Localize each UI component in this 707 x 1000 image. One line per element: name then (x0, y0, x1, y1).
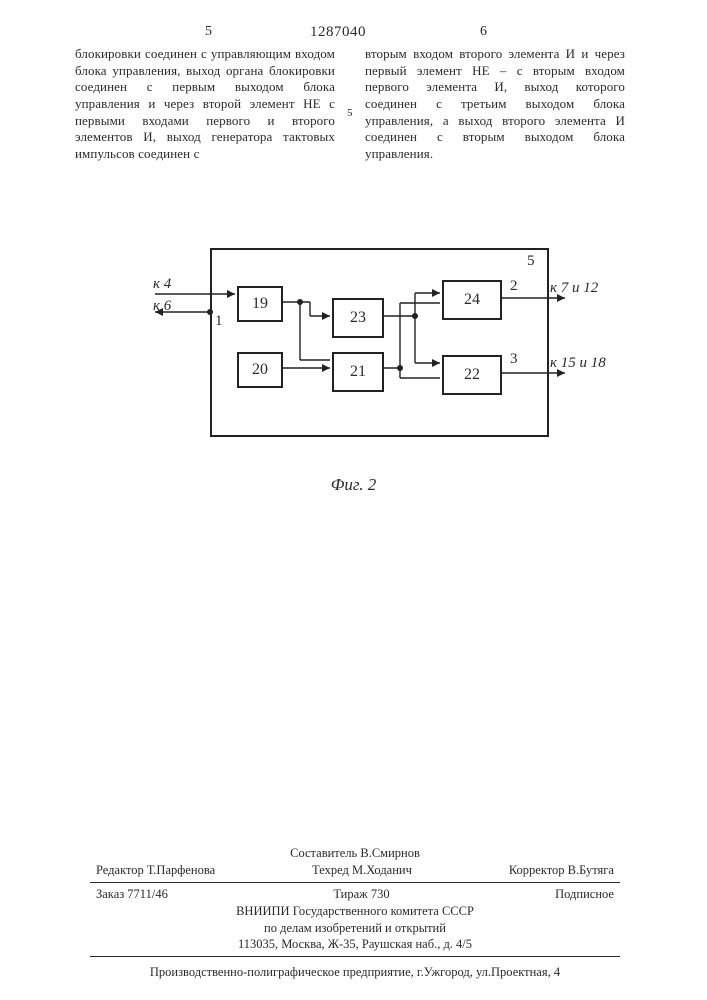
label-pin-3: 3 (510, 351, 518, 368)
divider-2 (90, 956, 620, 957)
press-line: Производственно-полиграфическое предприя… (55, 965, 655, 980)
tech-editor: Техред М.Ходанич (312, 862, 412, 879)
corrector: Корректор В.Бутяга (509, 862, 614, 879)
label-k7-12: к 7 и 12 (550, 280, 598, 297)
block-diagram: 19 20 23 21 24 22 (155, 238, 565, 453)
text-column-left: блокировки соединен с управляющим входом… (75, 46, 335, 162)
label-pin-1: 1 (215, 313, 223, 330)
margin-line-number: 5 (347, 107, 353, 119)
colophon: Составитель В.Смирнов Редактор Т.Парфено… (90, 845, 620, 960)
print-row: Заказ 7711/46 Тираж 730 Подписное (90, 886, 620, 903)
figure-caption: Фиг. 2 (0, 475, 707, 495)
label-k6: к 6 (153, 298, 171, 315)
order-number: Заказ 7711/46 (96, 886, 168, 903)
tirazh: Тираж 730 (333, 886, 389, 903)
org-line-2: по делам изобретений и открытий (90, 920, 620, 937)
page: { "header": { "col_left_num": "5", "col_… (0, 0, 707, 1000)
col-left-number: 5 (205, 24, 212, 40)
label-k15-18: к 15 и 18 (550, 355, 606, 372)
author-line: Составитель В.Смирнов (90, 845, 620, 862)
diagram-wires (155, 238, 565, 453)
subscription: Подписное (555, 886, 614, 903)
text-column-right: вторым входом второго элемента И и через… (365, 46, 625, 162)
editor: Редактор Т.Парфенова (96, 862, 215, 879)
credits-row: Редактор Т.Парфенова Техред М.Ходанич Ко… (90, 862, 620, 879)
org-line-1: ВНИИПИ Государственного комитета СССР (90, 903, 620, 920)
label-k4: к 4 (153, 276, 171, 293)
col-right-number: 6 (480, 24, 487, 40)
address-line: 113035, Москва, Ж-35, Раушская наб., д. … (90, 936, 620, 953)
divider-1 (90, 882, 620, 883)
document-number: 1287040 (310, 24, 366, 41)
label-pin-2: 2 (510, 278, 518, 295)
label-outer-5: 5 (527, 253, 535, 270)
